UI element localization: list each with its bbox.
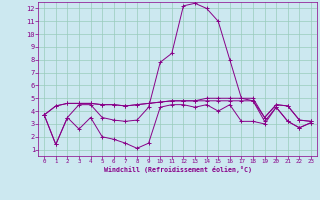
X-axis label: Windchill (Refroidissement éolien,°C): Windchill (Refroidissement éolien,°C) xyxy=(104,166,252,173)
